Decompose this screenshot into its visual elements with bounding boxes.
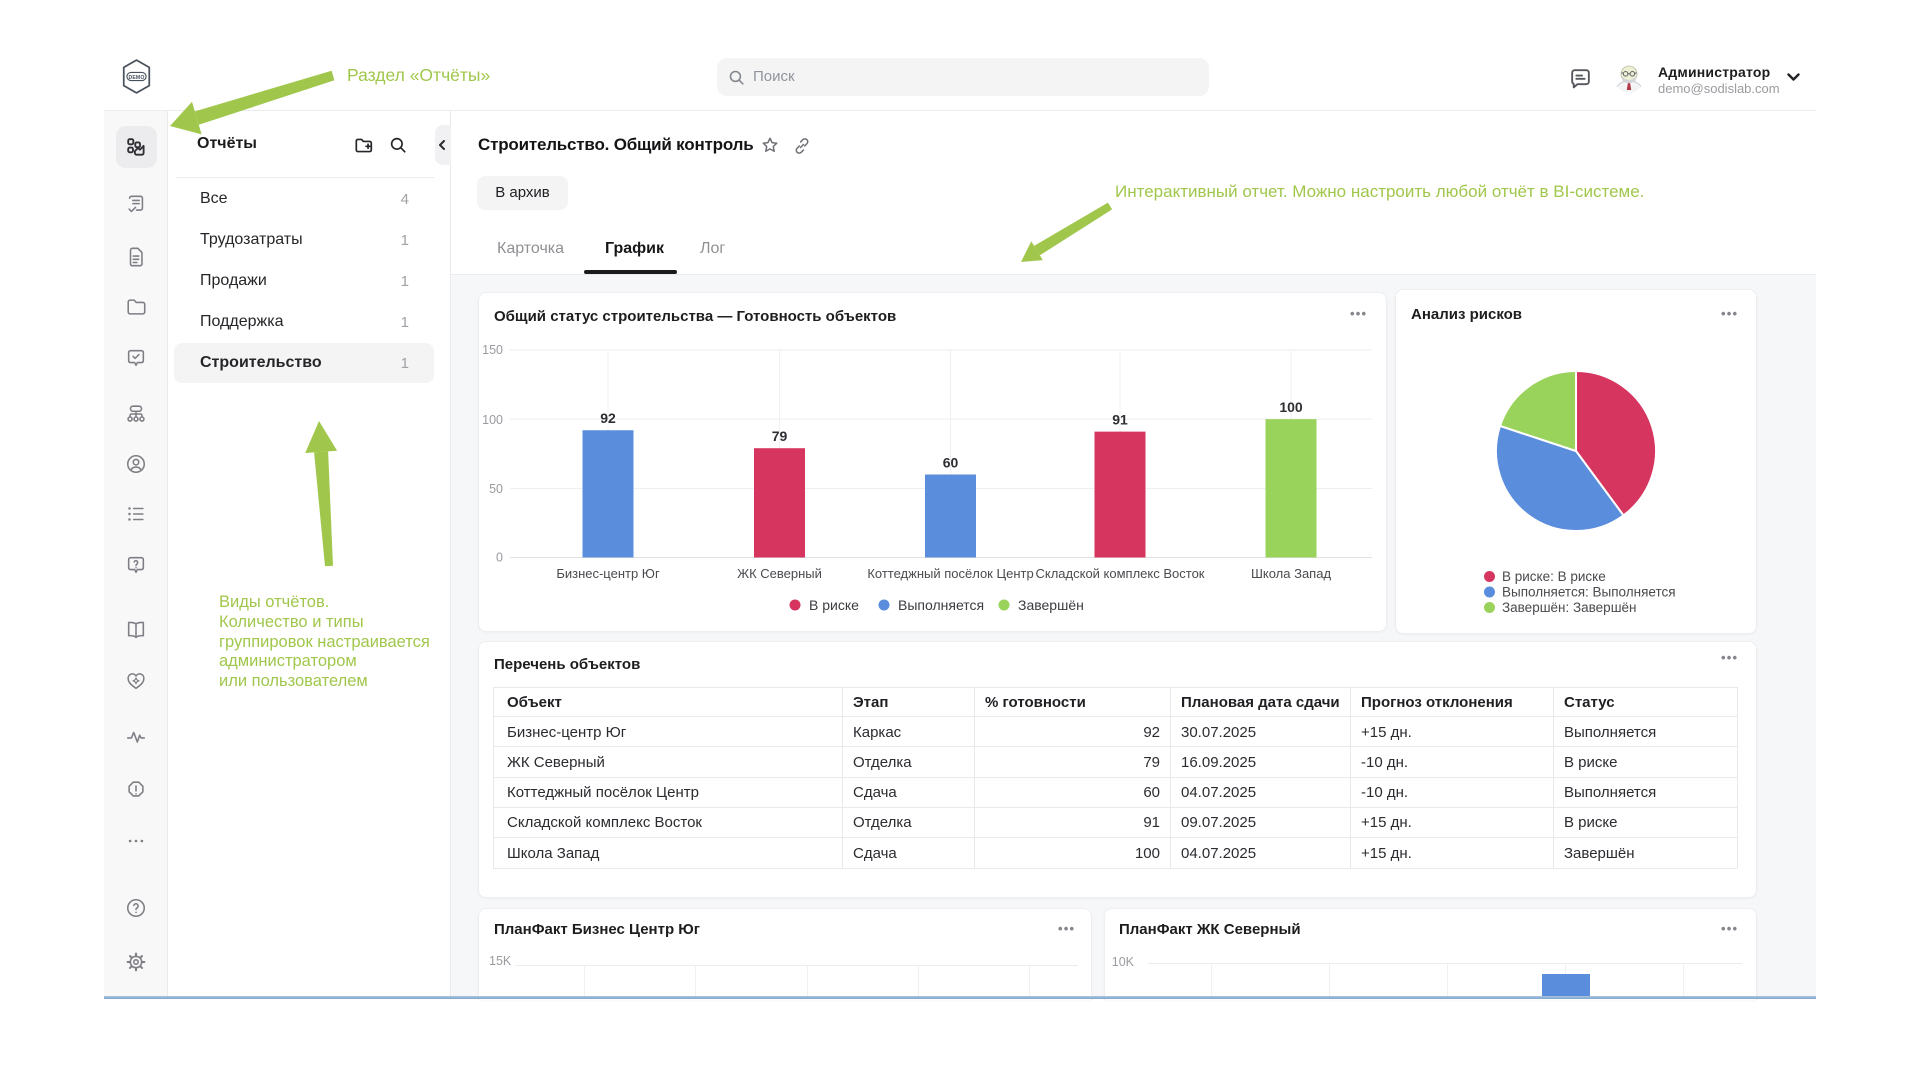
svg-text:92: 92 — [600, 410, 616, 426]
svg-text:Раздел «Отчёты»: Раздел «Отчёты» — [347, 65, 491, 85]
svg-text:100: 100 — [482, 413, 503, 427]
svg-text:ЖК Северный: ЖК Северный — [737, 566, 822, 581]
svg-text:Завершён: Завершён: Завершён: Завершён — [1502, 600, 1637, 615]
svg-text:Коттеджный посёлок Центр: Коттеджный посёлок Центр — [867, 566, 1033, 581]
svg-text:Бизнес-центр Юг: Бизнес-центр Юг — [556, 566, 660, 581]
svg-text:Завершён: Завершён — [1018, 597, 1084, 613]
svg-text:60: 60 — [943, 454, 959, 470]
svg-text:91: 91 — [1112, 412, 1128, 428]
svg-text:Выполняется: Выполняется — [898, 597, 984, 613]
svg-text:79: 79 — [772, 428, 788, 444]
svg-text:В риске: В риске — [809, 597, 859, 613]
svg-text:150: 150 — [482, 343, 503, 357]
svg-text:DEMO: DEMO — [128, 75, 144, 81]
svg-text:100: 100 — [1279, 399, 1303, 415]
svg-text:В риске: В риске: В риске: В риске — [1502, 569, 1606, 584]
svg-text:Выполняется: Выполняется: Выполняется: Выполняется — [1502, 585, 1676, 600]
svg-text:Школа Запад: Школа Запад — [1251, 566, 1331, 581]
svg-text:50: 50 — [489, 482, 503, 496]
svg-text:Складской комплекс Восток: Складской комплекс Восток — [1036, 566, 1205, 581]
svg-text:0: 0 — [496, 551, 503, 565]
